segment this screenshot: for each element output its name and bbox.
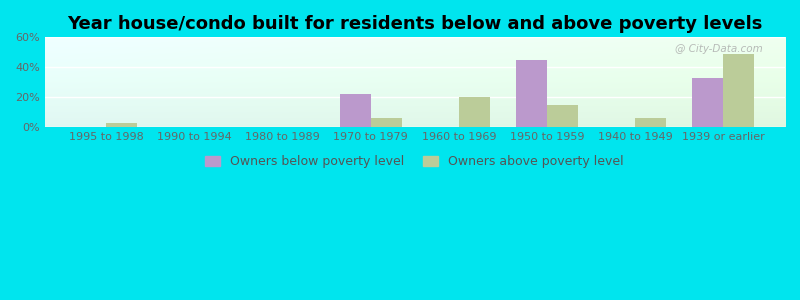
Bar xyxy=(370,118,402,127)
Bar xyxy=(693,78,723,127)
Bar xyxy=(459,97,490,127)
Legend: Owners below poverty level, Owners above poverty level: Owners below poverty level, Owners above… xyxy=(201,150,629,173)
Bar xyxy=(340,94,370,127)
Bar xyxy=(516,60,547,127)
Bar xyxy=(106,123,137,127)
Text: @ City-Data.com: @ City-Data.com xyxy=(675,44,762,54)
Bar xyxy=(635,118,666,127)
Title: Year house/condo built for residents below and above poverty levels: Year house/condo built for residents bel… xyxy=(67,15,762,33)
Bar xyxy=(547,105,578,127)
Bar xyxy=(723,54,754,127)
